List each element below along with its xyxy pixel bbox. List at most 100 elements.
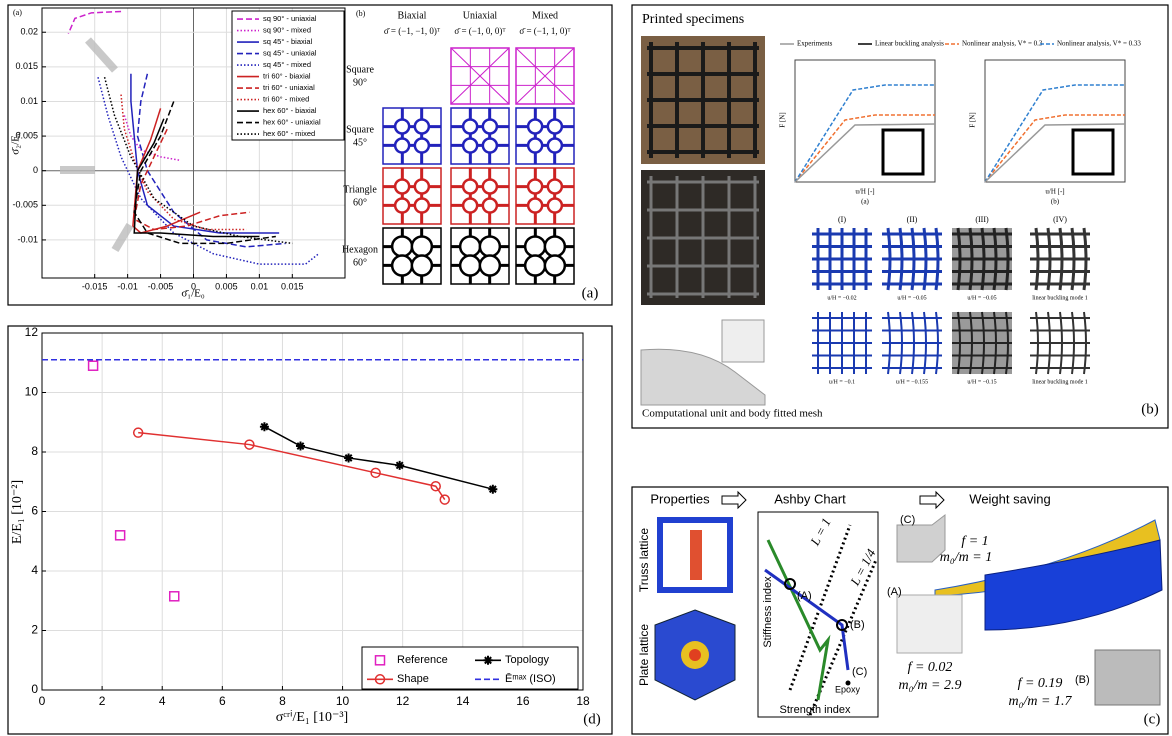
legend-box [231,10,345,141]
mini-curve [984,123,1126,183]
stage-caption: u/H = −0.02 [827,295,856,301]
lattice-hole [410,235,434,258]
y-tick-label: 0 [33,165,38,175]
lattice-hole [481,178,499,195]
stage-caption: linear buckling mode 1 [1032,295,1088,301]
lattice-tile [450,227,510,285]
series-line [132,108,201,234]
row-name: Square [346,64,374,75]
lattice-hole [481,137,499,154]
x-tick-label: 0.01 [251,281,269,291]
ashby-point-label: (A) [797,590,812,602]
legend-swatch [374,655,386,666]
x-tick-label: -0.005 [148,281,174,291]
y-tick-label: 0.01 [20,96,38,106]
row-angle: 60° [353,197,367,208]
legend-label: Nonlinear analysis, V* = 0.3 [962,40,1043,48]
row-angle: 60° [353,257,367,268]
lattice-hole [526,178,544,195]
y-tick-label: -0.01 [17,234,38,244]
saving-f: f = 0.19 [1018,676,1063,691]
ashby-point-label: (B) [850,619,865,631]
step-arrow [919,490,945,510]
stage-caption: u/H = −0.05 [897,295,926,301]
legend-label: sq 90° - mixed [263,26,311,35]
legend-label: Nonlinear analysis, V* = 0.33 [1057,40,1141,48]
lattice-hole [413,118,431,135]
column-name: Biaxial [398,10,427,21]
x-tick-label: -0.015 [82,281,108,291]
lattice-hole [543,254,567,277]
x-tick-label: 12 [396,694,410,708]
lattice-hole [523,254,547,277]
y-tick-label: 0.02 [20,27,38,37]
column-name: Mixed [532,10,558,21]
lattice-hole [526,137,544,154]
x-tick-label: 4 [159,694,166,708]
lattice-hole [478,235,502,258]
stage-label: (I) [838,215,846,224]
lattice-hole [546,137,564,154]
series-line [67,10,122,34]
series-line [133,101,276,245]
column-load: σ̄ = (−1, −1, 0)ᵀ [384,26,441,36]
x-axis-label: σᶜʳⁱ/E₁ [10⁻³] [276,710,348,725]
beam-image [984,539,1163,631]
series-line [138,431,446,501]
legend-label: tri 60° - biaxial [263,72,311,81]
marker [259,422,269,432]
lattice-hole [546,197,564,214]
panel-label: (a) [582,285,599,301]
marker [430,480,441,492]
column-load: σ̄ = (−1, 1, 0)ᵀ [519,26,571,36]
row-name: Triangle [343,184,377,195]
marker [439,494,450,505]
stage-caption: u/H = −0.05 [967,295,996,301]
column-name: Uniaxial [463,10,498,21]
lattice-tile [382,107,442,165]
lattice-hole [481,197,499,214]
legend-label: Reference [397,654,448,666]
legend-label: sq 45° - uniaxial [263,49,317,58]
lattice-hole [393,118,411,135]
ashby-curve [766,539,831,701]
lattice-strut [450,47,510,105]
marker [295,441,305,451]
lattice-hole [458,235,482,258]
x-tick-label: 8 [279,694,286,708]
lattice-tile [515,167,575,225]
series-line [103,77,293,245]
marker [395,460,405,470]
legend-label: Shape [397,673,429,685]
step-title: Weight saving [969,491,1050,506]
tiles-label: (b) [356,9,366,18]
lattice-hole [481,118,499,135]
x-tick-label: 14 [456,694,470,708]
lattice-hole [413,178,431,195]
lattice-hole [390,235,414,258]
y-tick-label: 4 [31,563,38,577]
mini-plot-y-label: F [N] [969,112,977,127]
mini-lattice [1071,128,1115,176]
lattice-hole [523,235,547,258]
truss-image [690,530,702,580]
x-tick-label: 10 [336,694,350,708]
lattice-tile [450,107,510,165]
step-title: Properties [650,491,710,506]
lattice-hole [413,197,431,214]
ashby-guide [808,559,878,716]
lattice-hole [393,197,411,214]
plot-border [41,332,584,691]
x-tick-label: -0.01 [117,281,138,291]
x-axis-label: σ̄₁/E₀ [181,288,205,300]
mini-curve [794,123,936,183]
legend-label: hex 60° - biaxial [263,106,317,115]
panel-caption: Computational unit and body fitted mesh [642,408,823,420]
legend-label: sq 45° - biaxial [263,37,313,46]
x-tick-label: 18 [576,694,590,708]
saving-label: (B) [1075,674,1090,686]
ashby-y-label: Stiffness index [762,576,774,648]
arrow [111,222,134,253]
